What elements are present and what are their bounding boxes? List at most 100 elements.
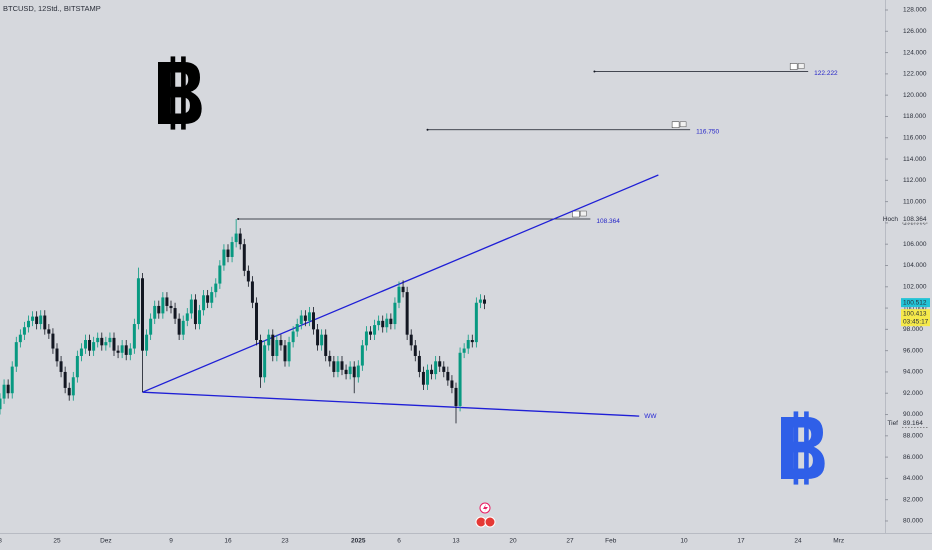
candle-body xyxy=(10,366,14,394)
x-tick-label: 17 xyxy=(737,538,745,545)
level-icon xyxy=(572,210,580,218)
candle-body xyxy=(267,334,271,346)
axis-marker-value: 100.512 xyxy=(903,299,927,306)
candle-body xyxy=(193,299,197,325)
candle-body xyxy=(59,361,63,372)
chart-header: BTCUSD, 12Std., BITSTAMP xyxy=(3,4,101,13)
candle-body xyxy=(189,299,193,314)
candle-body xyxy=(27,320,30,328)
x-tick-label: 6 xyxy=(397,538,401,545)
candle-body xyxy=(373,325,377,335)
y-tick-label: 96.000 xyxy=(903,347,923,354)
candle-body xyxy=(474,302,478,343)
level-label: 122.222 xyxy=(814,70,838,77)
candle-body xyxy=(426,369,429,385)
candle-body xyxy=(295,324,299,332)
candle-body xyxy=(218,265,222,284)
candle-body xyxy=(88,340,92,351)
candle-body xyxy=(185,313,189,321)
candle-body xyxy=(352,366,356,378)
candle-body xyxy=(303,315,307,321)
candle-body xyxy=(35,316,39,325)
candle-body xyxy=(385,318,389,328)
level-anchor xyxy=(426,128,429,131)
candle-body xyxy=(173,308,177,319)
candle-body xyxy=(47,329,51,334)
candle-body xyxy=(446,371,450,381)
trendline xyxy=(142,174,659,393)
candle-body xyxy=(275,340,279,356)
x-tick-label: 2025 xyxy=(351,538,366,545)
y-tick-label: 80.000 xyxy=(903,518,923,525)
candle-body xyxy=(246,270,250,282)
axis-marker-countdown: 03:45:17 xyxy=(903,318,929,325)
candle-body xyxy=(336,361,340,372)
bitcoin-body xyxy=(781,417,825,479)
candle-body xyxy=(389,318,393,325)
candle-body xyxy=(328,355,332,362)
candle-body xyxy=(307,312,311,321)
candle-body xyxy=(442,366,446,372)
y-tick-label: 120.000 xyxy=(903,92,927,99)
x-tick-label: 25 xyxy=(53,538,61,545)
candle-body xyxy=(181,320,185,335)
x-tick-label: 13 xyxy=(452,538,460,545)
candle-body xyxy=(255,302,258,341)
candle-body xyxy=(136,278,140,325)
candle-body xyxy=(153,305,157,319)
candle-body xyxy=(430,369,434,375)
x-tick-label: 8 xyxy=(0,538,2,545)
x-tick-label: Mrz xyxy=(833,538,844,545)
candle-body xyxy=(124,345,128,355)
axis-marker-value: 108.364 xyxy=(903,216,927,223)
candle-body xyxy=(2,384,6,399)
y-tick-label: 102.000 xyxy=(903,283,927,290)
candle-body xyxy=(320,334,324,346)
candle-body xyxy=(450,380,454,388)
candle-body xyxy=(6,384,10,394)
level-label: 116.750 xyxy=(696,128,719,135)
y-tick-label: 116.000 xyxy=(903,134,926,141)
level-anchor xyxy=(237,218,240,221)
y-tick-label: 82.000 xyxy=(903,496,923,503)
y-tick-label: 94.000 xyxy=(903,369,923,376)
candle-body xyxy=(210,292,214,303)
x-tick-label: 20 xyxy=(509,538,517,545)
candle-body xyxy=(340,361,344,370)
candle-body xyxy=(466,340,470,349)
y-tick-label: 122.000 xyxy=(903,71,927,78)
bitcoin-icon xyxy=(158,56,202,130)
candle-body xyxy=(250,281,254,303)
candle-body xyxy=(145,334,149,351)
axis-marker-box xyxy=(901,214,930,224)
candle-body xyxy=(169,305,173,309)
candle-body xyxy=(291,331,295,343)
candle-body xyxy=(222,249,226,266)
y-tick-label: 106.000 xyxy=(903,241,927,248)
candle-body xyxy=(454,387,458,407)
candle-body xyxy=(132,324,136,349)
candle-body xyxy=(75,355,79,378)
candle-body xyxy=(405,292,409,335)
candle-body xyxy=(39,315,43,325)
candle-body xyxy=(22,327,26,335)
candle-body xyxy=(283,345,287,362)
candle-body xyxy=(409,334,413,346)
candle-body xyxy=(202,295,206,311)
candle-body xyxy=(79,348,83,356)
candle-body xyxy=(51,333,55,349)
candle-body xyxy=(438,361,442,367)
candle-body xyxy=(393,302,397,325)
level-flag xyxy=(797,63,805,69)
level-anchor xyxy=(593,70,596,73)
y-tick-label: 112.000 xyxy=(903,177,926,184)
candle-body xyxy=(108,337,112,343)
candle-body xyxy=(0,398,2,410)
candle-body xyxy=(478,299,482,303)
candle-body xyxy=(165,297,169,306)
y-tick-label: 86.000 xyxy=(903,454,923,461)
